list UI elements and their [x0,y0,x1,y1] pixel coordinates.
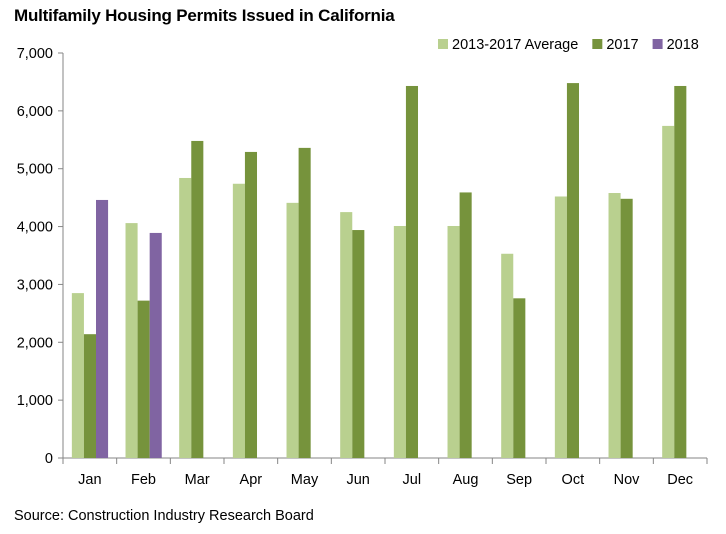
x-tick-label: Mar [185,472,210,488]
bar-2017-apr [244,151,258,458]
legend-label: 2013-2017 Average [452,37,578,53]
legend-label: 2017 [606,37,638,53]
x-tick-label: Oct [562,472,585,488]
bar-2017-jan [83,334,97,458]
bar-2013-2017-average-apr [232,183,245,458]
bar-2017-sep [513,298,526,458]
y-tick-label: 7,000 [17,46,53,62]
bar-2017-jul [405,85,419,458]
bar-2013-2017-average-jul [393,225,406,458]
bar-2017-mar [191,140,204,458]
legend-swatch [652,39,663,49]
x-tick-label: Sep [506,472,532,488]
bar-2017-feb [137,300,150,458]
bar-2013-2017-average-oct [554,196,567,458]
chart-title: Multifamily Housing Permits Issued in Ca… [14,6,395,25]
bar-2017-dec [674,85,687,458]
bar-2013-2017-average-aug [447,225,460,458]
bar-2013-2017-average-jun [340,212,353,458]
x-tick-label: Aug [453,472,479,488]
bar-2017-jun [352,230,365,458]
x-tick-label: May [291,472,319,488]
bar-2018-jan [96,199,109,458]
x-tick-label: Nov [614,472,641,488]
bar-2017-may [298,147,311,458]
legend-label: 2018 [667,37,699,53]
bar-2018-feb [149,232,162,458]
x-tick-label: Apr [240,472,263,488]
y-tick-label: 3,000 [17,277,53,293]
x-tick-label: Jun [346,472,369,488]
chart-bars [71,83,687,459]
x-tick-label: Feb [131,472,156,488]
y-tick-label: 4,000 [17,220,53,236]
bar-2013-2017-average-jan [71,293,84,458]
legend-swatch [592,39,603,49]
chart-labels: 0 1,000 2,000 3,000 4,000 5,000 6,000 7,000 Jan F… [17,46,693,488]
bar-2017-aug [459,192,472,458]
bar-2013-2017-average-mar [179,177,192,458]
y-tick-label: 5,000 [17,162,53,178]
legend-swatch [438,39,448,49]
y-tick-label: 1,000 [17,393,53,409]
bar-2017-nov [620,198,633,459]
x-tick-label: Dec [667,472,693,488]
x-tick-label: Jul [403,472,422,488]
x-tick-label: Jan [78,472,101,488]
bar-2013-2017-average-feb [125,223,138,458]
y-tick-label: 2,000 [17,335,53,351]
chart-legend: 2013-2017 Average 2017 2018 [438,37,699,53]
chart-axes [58,52,708,464]
bar-2013-2017-average-may [286,202,299,458]
y-tick-label: 0 [45,451,53,467]
bar-2013-2017-average-dec [662,125,675,459]
source-note: Source: Construction Industry Research B… [14,508,314,524]
y-tick-label: 6,000 [17,104,53,120]
bar-2017-oct [566,83,580,458]
bar-2013-2017-average-nov [608,193,621,458]
bar-2013-2017-average-sep [501,253,514,458]
